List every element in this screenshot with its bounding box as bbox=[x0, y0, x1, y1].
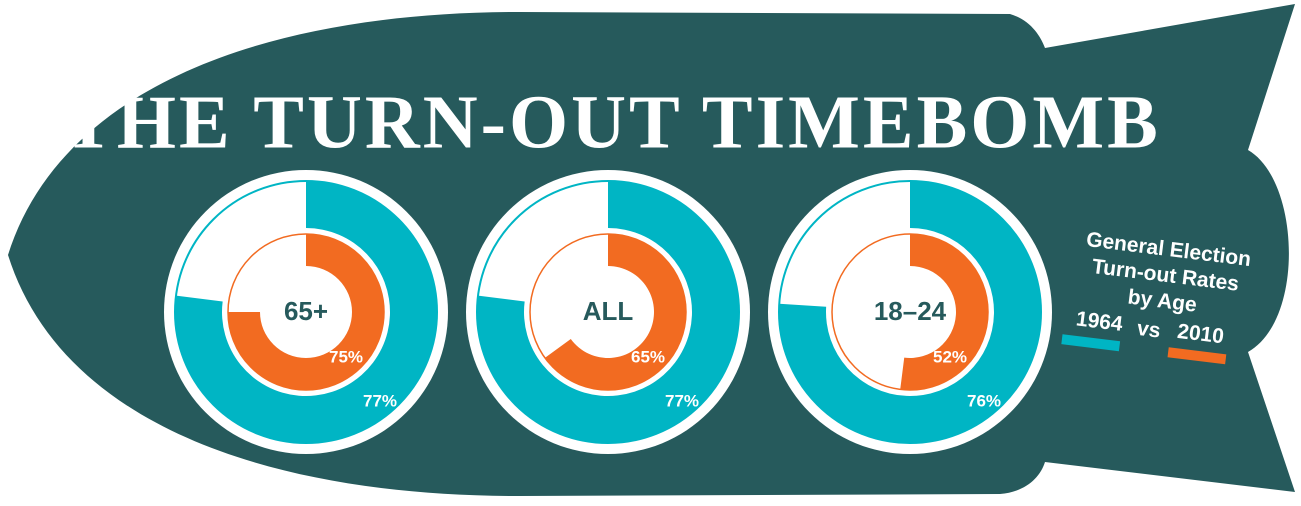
infographic: THE TURN-OUT TIMEBOMB 65+ 77% 75% ALL 77% 65%… bbox=[0, 0, 1301, 506]
donut-label: ALL bbox=[583, 296, 634, 326]
outer-value-label: 77% bbox=[363, 391, 397, 410]
donut-label: 65+ bbox=[284, 296, 328, 326]
page: {"title": "THE TURN-OUT TIMEBOMB", "lege… bbox=[0, 0, 1301, 506]
inner-value-label: 52% bbox=[933, 347, 967, 366]
inner-value-label: 75% bbox=[329, 347, 363, 366]
legend-joiner: vs bbox=[1136, 317, 1162, 343]
outer-value-label: 77% bbox=[665, 391, 699, 410]
outer-value-label: 76% bbox=[967, 391, 1001, 410]
chart-title: THE TURN-OUT TIMEBOMB bbox=[63, 80, 1161, 164]
donut-label: 18–24 bbox=[874, 296, 947, 326]
inner-value-label: 65% bbox=[631, 347, 665, 366]
